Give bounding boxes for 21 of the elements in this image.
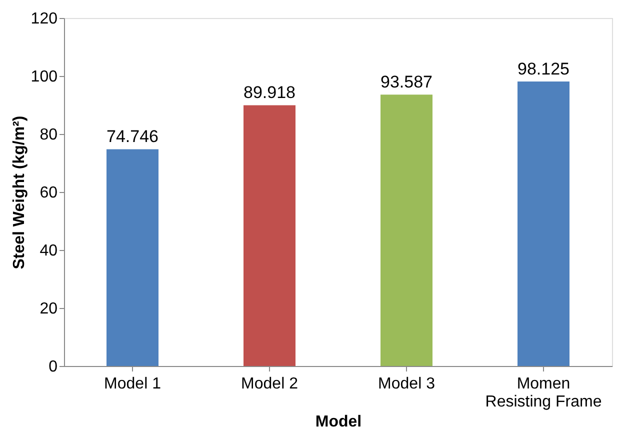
y-tick-label: 60 xyxy=(40,184,58,202)
y-tick-label: 20 xyxy=(40,300,58,318)
bar xyxy=(244,105,296,366)
y-axis-title: Steel Weight (kg/m²) xyxy=(10,116,28,270)
x-tick-label: Momen Resisting Frame xyxy=(485,376,602,410)
bar xyxy=(380,94,432,366)
x-tick-label: Model 1 xyxy=(104,376,162,392)
data-label: 93.587 xyxy=(380,72,432,92)
y-tick-label: 100 xyxy=(30,68,58,86)
y-tick-label: 80 xyxy=(40,126,58,144)
y-tick-label: 0 xyxy=(48,358,58,376)
y-tick-label: 40 xyxy=(40,242,58,260)
data-label: 98.125 xyxy=(518,59,570,78)
y-tick-label: 120 xyxy=(30,10,58,28)
data-label: 74.746 xyxy=(106,127,158,146)
bar xyxy=(106,149,158,366)
x-axis-title: Model xyxy=(315,414,362,430)
x-tick-label: Model 2 xyxy=(241,376,298,392)
bar xyxy=(518,81,570,366)
data-label: 89.918 xyxy=(244,83,296,102)
x-tick-label: Model 3 xyxy=(378,376,436,392)
